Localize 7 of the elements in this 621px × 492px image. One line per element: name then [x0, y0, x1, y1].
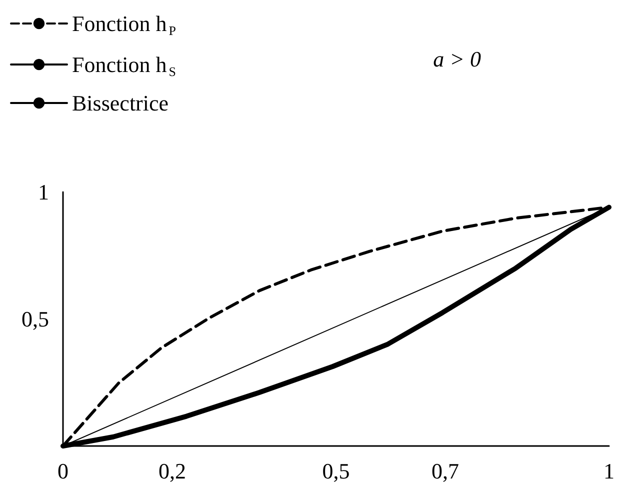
x-tick-label: 0,7 — [431, 458, 459, 484]
x-tick-label: 1 — [604, 458, 614, 484]
text: a > 0 — [433, 46, 482, 72]
x-tick-label: 0,5 — [322, 458, 350, 484]
x-tick-label: 0,2 — [158, 458, 186, 484]
legend-label: Bissectrice — [72, 90, 169, 116]
x-tick-label: 0 — [58, 458, 68, 484]
